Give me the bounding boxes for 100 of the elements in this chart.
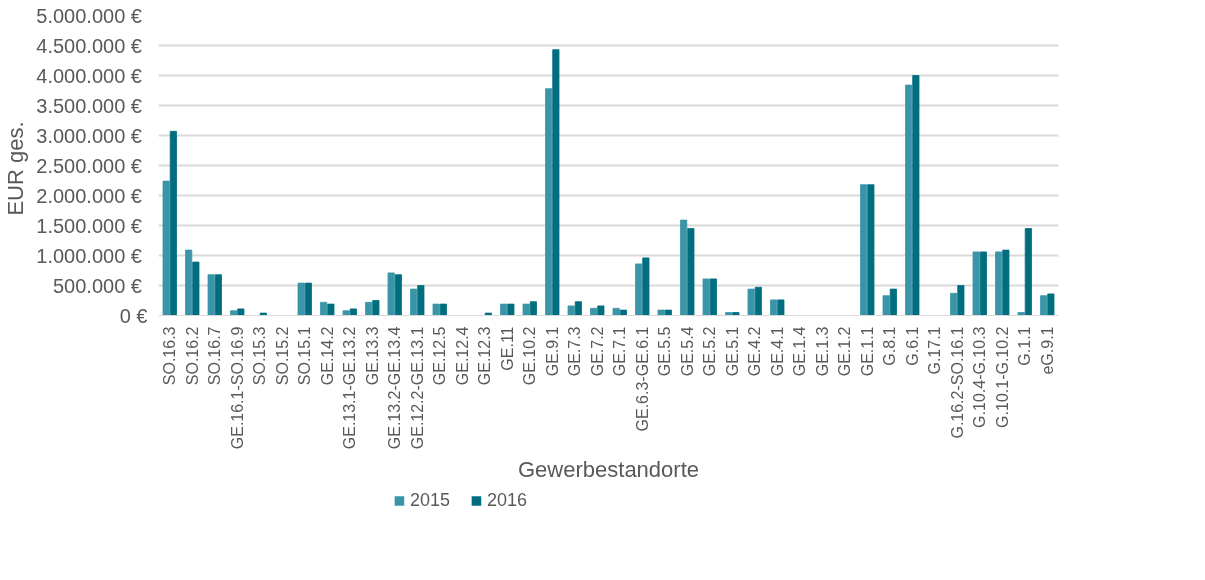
x-tick-label: GE.5.4 — [678, 326, 696, 377]
bar — [867, 184, 875, 316]
bar — [327, 303, 335, 316]
x-tick-label: GE.13.1-GE.13.2 — [341, 326, 359, 450]
x-tick-label: G.6.1 — [903, 326, 921, 366]
bar — [657, 309, 665, 316]
y-tick-label: 500.000 € — [52, 274, 142, 297]
bar — [664, 309, 672, 316]
bar — [529, 301, 537, 316]
x-tick-label: GE.7.2 — [588, 326, 606, 377]
bar — [1017, 312, 1025, 316]
x-tick-label: GE.12.4 — [453, 326, 471, 386]
bar — [732, 312, 740, 316]
x-tick-label: G.16.2-SO.16.1 — [948, 326, 966, 439]
y-tick-label: 4.500.000 € — [36, 34, 142, 57]
bar — [747, 288, 755, 316]
bar — [995, 251, 1003, 316]
bar — [1047, 293, 1055, 316]
x-tick-label: G.10.4-G.10.3 — [971, 326, 989, 428]
bar — [552, 49, 560, 316]
x-tick-label: G.17.1 — [926, 326, 944, 375]
bar — [207, 274, 215, 316]
bar — [387, 272, 395, 316]
bar — [432, 303, 440, 316]
bar — [162, 180, 170, 316]
bar — [500, 303, 508, 316]
x-tick-label: GE.16.1-SO.16.9 — [228, 326, 246, 450]
x-tick-label: GE.13.3 — [363, 326, 381, 386]
x-tick-label: GE.7.3 — [566, 326, 584, 377]
y-tick-label: 2.000.000 € — [36, 184, 142, 207]
bar — [439, 303, 447, 316]
bar — [770, 299, 778, 316]
bar — [230, 310, 238, 316]
bar — [567, 305, 575, 316]
bar — [635, 263, 643, 316]
x-tick-label: GE.5.5 — [656, 326, 674, 377]
y-tick-label: 0 € — [119, 304, 148, 327]
bar — [192, 261, 200, 316]
x-tick-label: GE.1.4 — [791, 326, 809, 377]
bar — [702, 278, 710, 316]
x-axis-title: Gewerbestandorte — [518, 457, 699, 483]
bar — [590, 307, 598, 316]
legend-label: 2016 — [486, 489, 528, 511]
x-tick-label: GE.7.1 — [611, 326, 629, 377]
x-tick-label: eG.9.1 — [1038, 326, 1056, 375]
x-tick-label: G.10.1-G.10.2 — [993, 326, 1011, 428]
y-tick-label: 4.000.000 € — [36, 64, 142, 87]
x-tick-label: GE.9.1 — [543, 326, 561, 377]
bar — [1024, 228, 1032, 316]
bar — [507, 303, 515, 316]
bar — [889, 288, 897, 316]
x-tick-label: GE.4.1 — [768, 326, 786, 377]
bar — [545, 88, 553, 316]
bar — [574, 301, 582, 316]
bar — [905, 84, 913, 316]
bar — [979, 251, 987, 316]
bar — [957, 285, 965, 316]
x-tick-label: SO.16.7 — [206, 326, 224, 386]
bar — [597, 305, 605, 316]
x-tick-label: G.1.1 — [1016, 326, 1034, 366]
legend-label: 2015 — [409, 489, 450, 511]
bar — [484, 312, 492, 316]
x-tick-label: SO.15.2 — [273, 326, 291, 386]
x-tick-label: GE.5.2 — [701, 326, 719, 377]
bar — [237, 308, 245, 316]
bar — [642, 257, 650, 316]
y-tick-label: 1.500.000 € — [36, 214, 142, 237]
y-tick-label: 1.000.000 € — [36, 244, 142, 267]
x-tick-label: GE.12.5 — [431, 326, 449, 386]
x-tick-label: SO.15.1 — [296, 326, 314, 386]
y-tick-label: 3.000.000 € — [36, 124, 142, 147]
bar — [410, 288, 418, 316]
bar — [1002, 249, 1010, 316]
bar — [754, 286, 762, 316]
bar — [342, 310, 350, 316]
x-tick-label: GE.5.1 — [723, 326, 741, 377]
x-tick-label: G.8.1 — [881, 326, 899, 366]
bar — [185, 249, 193, 316]
x-tick-label: GE.13.2-GE.13.4 — [386, 326, 404, 450]
x-tick-label: GE.1.2 — [836, 326, 854, 377]
x-tick-label: GE.10.2 — [521, 326, 539, 386]
x-tick-label: SO.15.3 — [251, 326, 269, 386]
x-tick-label: SO.16.3 — [161, 326, 179, 386]
bar — [612, 307, 620, 316]
x-tick-label: GE.14.2 — [318, 326, 336, 386]
y-tick-label: 2.500.000 € — [36, 154, 142, 177]
x-tick-label: GE.1.3 — [813, 326, 831, 377]
bar — [169, 130, 177, 316]
bar — [972, 251, 980, 316]
bar — [680, 219, 688, 316]
bar — [365, 301, 373, 316]
bar — [214, 274, 222, 316]
bar — [709, 278, 717, 316]
bar — [882, 295, 890, 316]
bar — [1040, 295, 1048, 316]
bar — [372, 300, 380, 316]
bar — [297, 282, 305, 316]
bar — [687, 228, 695, 316]
bar — [619, 309, 627, 316]
bar — [259, 312, 267, 316]
